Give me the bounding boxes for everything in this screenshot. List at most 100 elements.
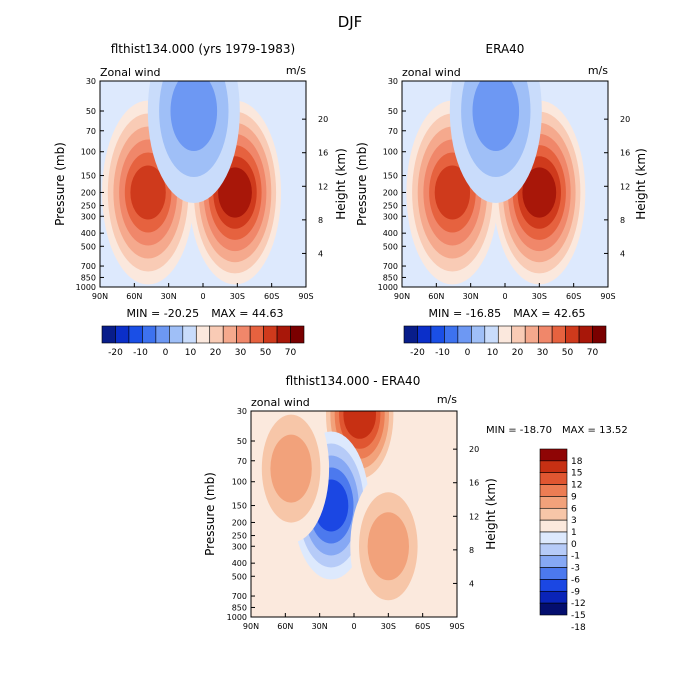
panel-era40-xtick-label: 30S xyxy=(532,292,547,301)
panel-model-colorbar-swatch xyxy=(101,325,116,344)
panel-diff-colorbar-label: -18 xyxy=(571,623,586,633)
panel-model-units: m/s xyxy=(286,64,306,77)
panel-diff-colorbar-label: 9 xyxy=(571,492,577,502)
panel-era40-title: ERA40 xyxy=(486,42,525,56)
panel-era40-colorbar-swatch xyxy=(511,325,526,344)
panel-era40-subtitle: zonal wind xyxy=(402,66,461,79)
panel-diff-min: MIN = -18.70 xyxy=(486,425,552,436)
panel-diff-colorbar-swatch xyxy=(539,484,568,497)
panel-diff-ytick-label: 70 xyxy=(237,457,247,466)
panel-diff-title: flthist134.000 - ERA40 xyxy=(286,374,421,388)
panel-era40-ytick-label: 150 xyxy=(383,172,398,181)
panel-era40-xtick-label: 60N xyxy=(428,292,444,301)
panel-era40-field xyxy=(406,81,586,285)
panel-model-colorbar-swatch xyxy=(236,325,251,344)
panel-era40-colorbar-swatch xyxy=(538,325,553,344)
panel-model-colorbar-label: -20 xyxy=(108,348,123,358)
panel-era40-colorbar-label: 50 xyxy=(562,348,574,358)
panel-model-subtitle: Zonal wind xyxy=(100,66,161,79)
panel-diff: flthist134.000 - ERA40 zonal wind m/s 90… xyxy=(203,374,628,633)
panel-model-ytick-right-label: 4 xyxy=(318,249,323,258)
panel-model-plot xyxy=(100,81,306,287)
panel-model-title: flthist134.000 (yrs 1979-1983) xyxy=(111,42,295,56)
panel-diff-colorbar-swatch xyxy=(539,460,568,474)
panel-model-ytick-label: 30 xyxy=(86,77,96,86)
panel-era40-colorbar-label: -20 xyxy=(410,348,425,358)
panel-era40-ytick-label: 300 xyxy=(383,212,398,221)
panel-model-ytick-label: 500 xyxy=(81,242,96,251)
panel-diff-colorbar-label: 6 xyxy=(571,504,577,514)
panel-model-ytick-label: 850 xyxy=(81,273,96,282)
panel-era40-colorbar-swatch xyxy=(565,325,580,344)
panel-era40-minmax: MIN = -16.85 MAX = 42.65 xyxy=(429,307,586,320)
figure-title: DJF xyxy=(338,13,363,31)
panel-era40-ytick-label: 250 xyxy=(383,202,398,211)
panel-era40-contour-0-6 xyxy=(522,167,557,218)
panel-era40-ylabel-right: Height (km) xyxy=(634,148,648,219)
panel-era40-colorbar-swatch xyxy=(403,325,418,344)
panel-diff-ytick-label: 30 xyxy=(237,407,247,416)
panel-era40-max: MAX = 42.65 xyxy=(513,307,585,320)
panel-era40-colorbar-label: 70 xyxy=(587,348,599,358)
panel-era40-colorbar-label: 20 xyxy=(512,348,524,358)
panel-model: flthist134.000 (yrs 1979-1983) Zonal win… xyxy=(53,42,348,358)
panel-model-colorbar-label: 30 xyxy=(235,348,247,358)
panel-era40-ytick-label: 400 xyxy=(383,229,398,238)
panel-model-ytick-right-label: 20 xyxy=(318,115,328,124)
panel-diff-colorbar-swatch xyxy=(539,555,568,568)
panel-diff-colorbar-label: 15 xyxy=(571,469,582,479)
panel-model-colorbar-swatch xyxy=(276,325,291,344)
panel-diff-xtick-label: 90N xyxy=(243,622,259,631)
panel-diff-subtitle: zonal wind xyxy=(251,396,310,409)
panel-model-field xyxy=(102,81,281,285)
panel-model-colorbar-label: 20 xyxy=(210,348,222,358)
panel-model-colorbar-swatch xyxy=(222,325,237,344)
panel-era40-ytick-right-label: 16 xyxy=(620,149,630,158)
panel-era40-colorbar-label: 10 xyxy=(487,348,499,358)
panel-era40-ytick-label: 500 xyxy=(383,242,398,251)
panel-diff-units: m/s xyxy=(437,393,457,406)
panel-model-ylabel: Pressure (mb) xyxy=(53,142,67,226)
panel-era40-ytick-right-label: 8 xyxy=(620,216,625,225)
panel-era40-ytick-label: 70 xyxy=(388,127,398,136)
panel-era40-colorbar-label: 30 xyxy=(537,348,549,358)
panel-diff-colorbar-swatch xyxy=(539,531,568,545)
panel-era40-ytick-right-label: 12 xyxy=(620,182,630,191)
panel-diff-xtick-label: 60N xyxy=(277,622,293,631)
panel-era40-ytick-label: 700 xyxy=(383,262,398,271)
panel-diff-xtick-label: 30S xyxy=(381,622,396,631)
panel-era40-colorbar-swatch xyxy=(444,325,459,344)
panel-era40-xtick-label: 90N xyxy=(394,292,410,301)
panel-model-contour-0-6 xyxy=(218,167,252,218)
panel-era40-colorbar-swatch xyxy=(430,325,445,344)
panel-diff-colorbar-swatch xyxy=(539,543,568,557)
panel-model-ytick-label: 250 xyxy=(81,202,96,211)
panel-model-colorbar-swatch xyxy=(142,325,157,344)
panel-model-colorbar-label: 70 xyxy=(285,348,297,358)
panel-diff-colorbar-label: -3 xyxy=(571,564,580,574)
panel-diff-ytick-label: 300 xyxy=(232,542,247,551)
panel-diff-ytick-right-label: 4 xyxy=(469,579,474,588)
panel-diff-colorbar: 18 15 129 6 3 1 0 -1 -3-6 -9 -12 -15 -18 xyxy=(539,448,586,633)
panel-model-colorbar-swatch xyxy=(290,325,305,344)
panel-model-xtick-label: 60S xyxy=(264,292,279,301)
panel-diff-axes: 90N 60N 30N 0 30S 60S 90S 30 50 70 100 150 200 250300… xyxy=(227,407,480,631)
panel-diff-colorbar-label: -1 xyxy=(571,552,580,562)
panel-model-xtick-label: 90S xyxy=(298,292,313,301)
panel-diff-colorbar-label: 12 xyxy=(571,481,582,491)
panel-diff-contour-3-2 xyxy=(367,512,409,581)
panel-diff-ytick-label: 700 xyxy=(232,592,247,601)
panel-diff-colorbar-swatch xyxy=(539,519,568,533)
panel-diff-xtick-label: 90S xyxy=(449,622,464,631)
panel-model-contour-1-5 xyxy=(130,165,166,220)
panel-era40-colorbar-swatch xyxy=(524,325,539,344)
panel-era40-ytick-label: 850 xyxy=(383,273,398,282)
panel-diff-ytick-label: 150 xyxy=(232,502,247,511)
panel-diff-colorbar-swatch xyxy=(539,507,568,521)
panel-era40-min: MIN = -16.85 xyxy=(429,307,502,320)
panel-model-xtick-label: 60N xyxy=(126,292,142,301)
panel-diff-ytick-label: 400 xyxy=(232,559,247,568)
panel-era40-colorbar-swatch xyxy=(471,325,486,344)
panel-diff-ylabel-right: Height (km) xyxy=(484,478,498,549)
